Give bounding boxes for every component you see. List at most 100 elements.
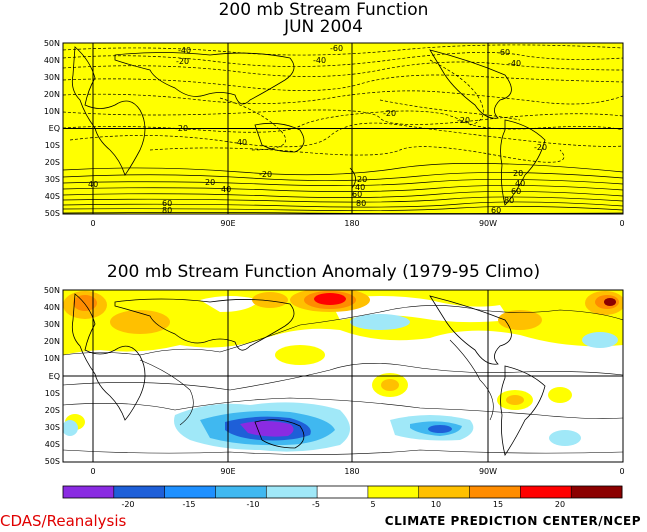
bottom-map-frame	[62, 289, 624, 463]
colorbar-swatch	[317, 486, 369, 498]
lat-label: 30S	[45, 423, 60, 432]
contour-label: -60	[497, 48, 510, 57]
lat-label: 40N	[44, 56, 60, 65]
lon-label: 180	[344, 467, 359, 476]
bottom-map-title: 200 mb Stream Function Anomaly (1979-95 …	[106, 262, 541, 282]
lat-label: 20S	[45, 406, 60, 415]
lat-label: 50S	[45, 457, 60, 466]
contour-label: 60	[352, 190, 362, 199]
contour-label: 40	[221, 185, 231, 194]
colorbar-swatch	[418, 486, 471, 498]
top-map-positive-contours	[63, 163, 623, 214]
lon-label: 0	[619, 219, 624, 228]
bottom-map-gridlines	[63, 290, 623, 462]
lat-label: 40S	[45, 192, 60, 201]
top-map-lat-labels: 50N 40N 30N 20N 10N EQ 10S 20S 30S 40S 5…	[44, 39, 60, 218]
lat-label: 50N	[44, 286, 60, 295]
lon-label: 0	[90, 467, 95, 476]
contour-label: 80	[162, 206, 172, 215]
lon-label: 90E	[220, 467, 235, 476]
contour-label: -40	[234, 138, 247, 147]
bottom-map-coastlines	[71, 293, 546, 456]
data-source-label: CDAS/Reanalysis	[0, 512, 127, 530]
lat-label: 50S	[45, 209, 60, 218]
contour-label: 40	[515, 179, 525, 188]
top-map-panel: -40 -20 -60 -40 -60 -40 -20 -20 -20 -40 …	[44, 39, 625, 228]
colorbar-labels: -20 -15 -10 -5 5 10 15 20	[121, 500, 565, 509]
colorbar-label: 20	[555, 500, 565, 509]
lat-label: 20S	[45, 158, 60, 167]
bottom-map-lat-labels: 50N 40N 30N 20N 10N EQ 10S 20S 30S 40S 5…	[44, 286, 60, 466]
colorbar-label: -15	[182, 500, 195, 509]
colorbar-label: 5	[370, 500, 375, 509]
lat-label: 10S	[45, 389, 60, 398]
lat-label: 40S	[45, 440, 60, 449]
bottom-map-anomaly-fills	[63, 290, 623, 452]
contour-label: -40	[508, 59, 521, 68]
colorbar-label: -5	[312, 500, 320, 509]
lat-label: 20N	[44, 337, 60, 346]
contour-label: 60	[491, 206, 501, 215]
lat-label: 10N	[44, 354, 60, 363]
colorbar-swatch	[63, 486, 115, 498]
top-map-contour-labels: -40 -20 -60 -40 -60 -40 -20 -20 -20 -40 …	[88, 44, 547, 215]
contour-label: 60	[162, 199, 172, 208]
colorbar-swatch	[215, 486, 267, 498]
lat-label: 30S	[45, 175, 60, 184]
lon-label: 90W	[479, 467, 497, 476]
lon-label: 90W	[479, 219, 497, 228]
colorbar-swatch	[367, 486, 420, 498]
contour-label: 80	[504, 196, 514, 205]
lat-label: 30N	[44, 320, 60, 329]
contour-label: -40	[313, 56, 326, 65]
contour-label: 40	[88, 180, 98, 189]
lon-label: 180	[344, 219, 359, 228]
credit-label: CLIMATE PREDICTION CENTER/NCEP	[384, 514, 641, 528]
colorbar-swatch	[520, 486, 572, 498]
colorbar-label: 10	[431, 500, 441, 509]
lat-label: 20N	[44, 90, 60, 99]
top-map-gridlines	[63, 43, 623, 214]
colorbar-label: -10	[246, 500, 259, 509]
contour-label: -60	[330, 44, 343, 53]
colorbar-label: 15	[493, 500, 503, 509]
colorbar-swatch	[469, 486, 521, 498]
contour-label: 20	[357, 175, 367, 184]
lon-label: 0	[90, 219, 95, 228]
contour-label: 80	[356, 199, 366, 208]
contour-label: -20	[383, 109, 396, 118]
bottom-map-panel: 50N 40N 30N 20N 10N EQ 10S 20S 30S 40S 5…	[44, 286, 625, 476]
lat-label: 30N	[44, 73, 60, 82]
contour-label: 20	[205, 178, 215, 187]
contour-label: -40	[178, 46, 191, 55]
colorbar-swatch	[113, 486, 166, 498]
colorbar-frame	[62, 485, 623, 499]
top-map-date: JUN 2004	[284, 17, 363, 37]
top-map-title: 200 mb Stream Function	[218, 0, 429, 20]
colorbar	[62, 485, 623, 499]
contour-label: 40	[355, 183, 365, 192]
lat-label: 10S	[45, 141, 60, 150]
lat-label: EQ	[49, 372, 60, 381]
top-map-frame	[62, 42, 624, 215]
lon-label: 90E	[220, 219, 235, 228]
contour-label: -20	[176, 57, 189, 66]
colorbar-label: -20	[121, 500, 134, 509]
top-map-coastlines	[71, 46, 546, 206]
contour-label: 60	[511, 187, 521, 196]
contour-label: -20	[175, 124, 188, 133]
bottom-map-lon-labels: 0 90E 180 90W 0	[90, 467, 624, 476]
top-map-lon-labels: 0 90E 180 90W 0	[90, 219, 624, 228]
contour-label: -20	[259, 170, 272, 179]
lat-label: EQ	[49, 124, 60, 133]
colorbar-swatch	[164, 486, 216, 498]
colorbar-swatch	[571, 486, 623, 498]
colorbar-swatch	[266, 486, 318, 498]
contour-label: -20	[534, 143, 547, 152]
lat-label: 10N	[44, 107, 60, 116]
lat-label: 50N	[44, 39, 60, 48]
contour-label: 20	[513, 169, 523, 178]
lon-label: 0	[619, 467, 624, 476]
lat-label: 40N	[44, 303, 60, 312]
